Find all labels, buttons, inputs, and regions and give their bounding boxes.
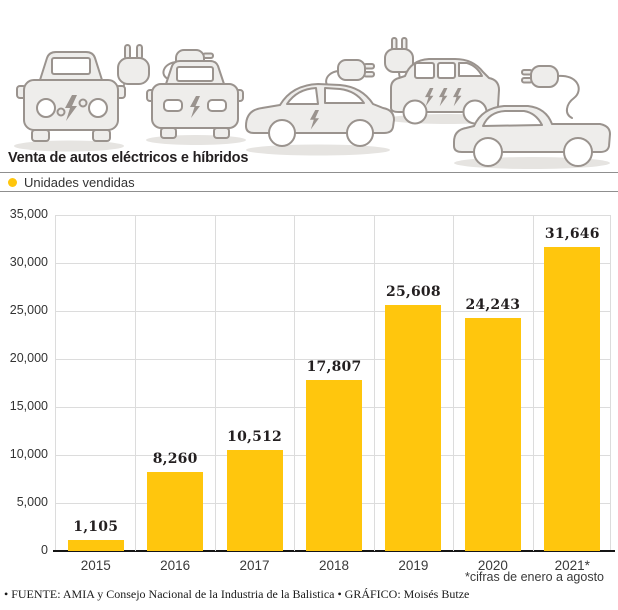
lightning-bolt-icon xyxy=(65,95,77,121)
x-axis-tick-label: 2018 xyxy=(318,558,350,573)
bar-value-label: 17,807 xyxy=(306,359,362,376)
x-axis-tick-label: 2016 xyxy=(160,558,191,573)
x-axis-tick-label: 2019 xyxy=(398,558,429,573)
electric-car-front-2-icon xyxy=(146,49,244,139)
page-title: Venta de autos eléctricos e híbridos xyxy=(8,150,249,166)
gridline-horizontal xyxy=(56,311,610,312)
bar-value-label: 31,646 xyxy=(544,226,600,243)
bar-2015 xyxy=(67,540,124,551)
bar-value-label: 1,105 xyxy=(73,519,119,536)
x-axis-tick-label: 2017 xyxy=(239,558,270,573)
gridline-vertical xyxy=(453,215,455,551)
cars-illustration xyxy=(14,37,611,169)
bar-2021 xyxy=(544,247,601,551)
bar-value-label: 24,243 xyxy=(465,297,521,314)
bar-2016 xyxy=(147,471,204,551)
gridline-vertical xyxy=(532,215,534,551)
y-axis-tick-label: 10,000 xyxy=(9,447,48,461)
power-plug-icon xyxy=(325,59,375,90)
y-axis-tick-label: 15,000 xyxy=(9,399,48,413)
gridline-vertical xyxy=(373,215,375,551)
power-plug-icon xyxy=(105,44,150,100)
bar-chart-plot-area: 1,105 2015 8,260 2016 10,512 2017 17,807 2018 25… xyxy=(53,215,615,573)
bar-value-label: 10,512 xyxy=(227,429,282,446)
power-plug-icon xyxy=(521,65,580,119)
legend-dot-icon xyxy=(8,177,17,187)
bar-2018 xyxy=(306,380,362,551)
lightning-bolt-icon xyxy=(310,110,319,130)
lightning-bolt-icon xyxy=(190,96,200,118)
electric-van-side-icon xyxy=(384,37,500,125)
gridline-horizontal xyxy=(56,215,610,216)
legend: Unidades vendidas xyxy=(0,172,618,192)
gridline-horizontal xyxy=(56,359,610,360)
y-axis-tick-label: 35,000 xyxy=(9,207,48,221)
x-axis-tick-label: 2021* xyxy=(554,558,590,573)
footnote: *cifras de enero a agosto xyxy=(465,570,604,584)
gridline-vertical xyxy=(294,215,296,551)
x-axis-line xyxy=(53,550,615,552)
gridline-vertical xyxy=(214,215,216,551)
y-axis-tick-label: 30,000 xyxy=(9,255,48,269)
gridline-vertical xyxy=(135,215,137,551)
y-axis-tick-label: 5,000 xyxy=(16,495,48,509)
electric-sedan-side-icon xyxy=(245,59,395,147)
x-axis-tick-label: 2020 xyxy=(477,558,508,573)
bar-2020 xyxy=(464,318,521,551)
y-axis-tick-label: 20,000 xyxy=(9,351,48,365)
y-axis-tick-label: 25,000 xyxy=(9,303,48,317)
electric-car-front-icon xyxy=(16,44,150,142)
bar-2017 xyxy=(226,450,283,551)
source-credit-line: • FUENTE: AMIA y Consejo Nacional de la … xyxy=(4,587,470,601)
legend-label: Unidades vendidas xyxy=(24,174,135,190)
y-axis-tick-label: 0 xyxy=(41,543,48,557)
x-axis-tick-label: 2015 xyxy=(80,558,111,573)
bar-value-label: 8,260 xyxy=(152,450,198,467)
electric-pickup-side-icon xyxy=(453,65,611,167)
lightning-bolts-icon xyxy=(425,88,462,107)
bar-value-label: 25,608 xyxy=(386,284,441,301)
gridline-horizontal xyxy=(56,263,610,264)
bar-2019 xyxy=(385,305,442,551)
